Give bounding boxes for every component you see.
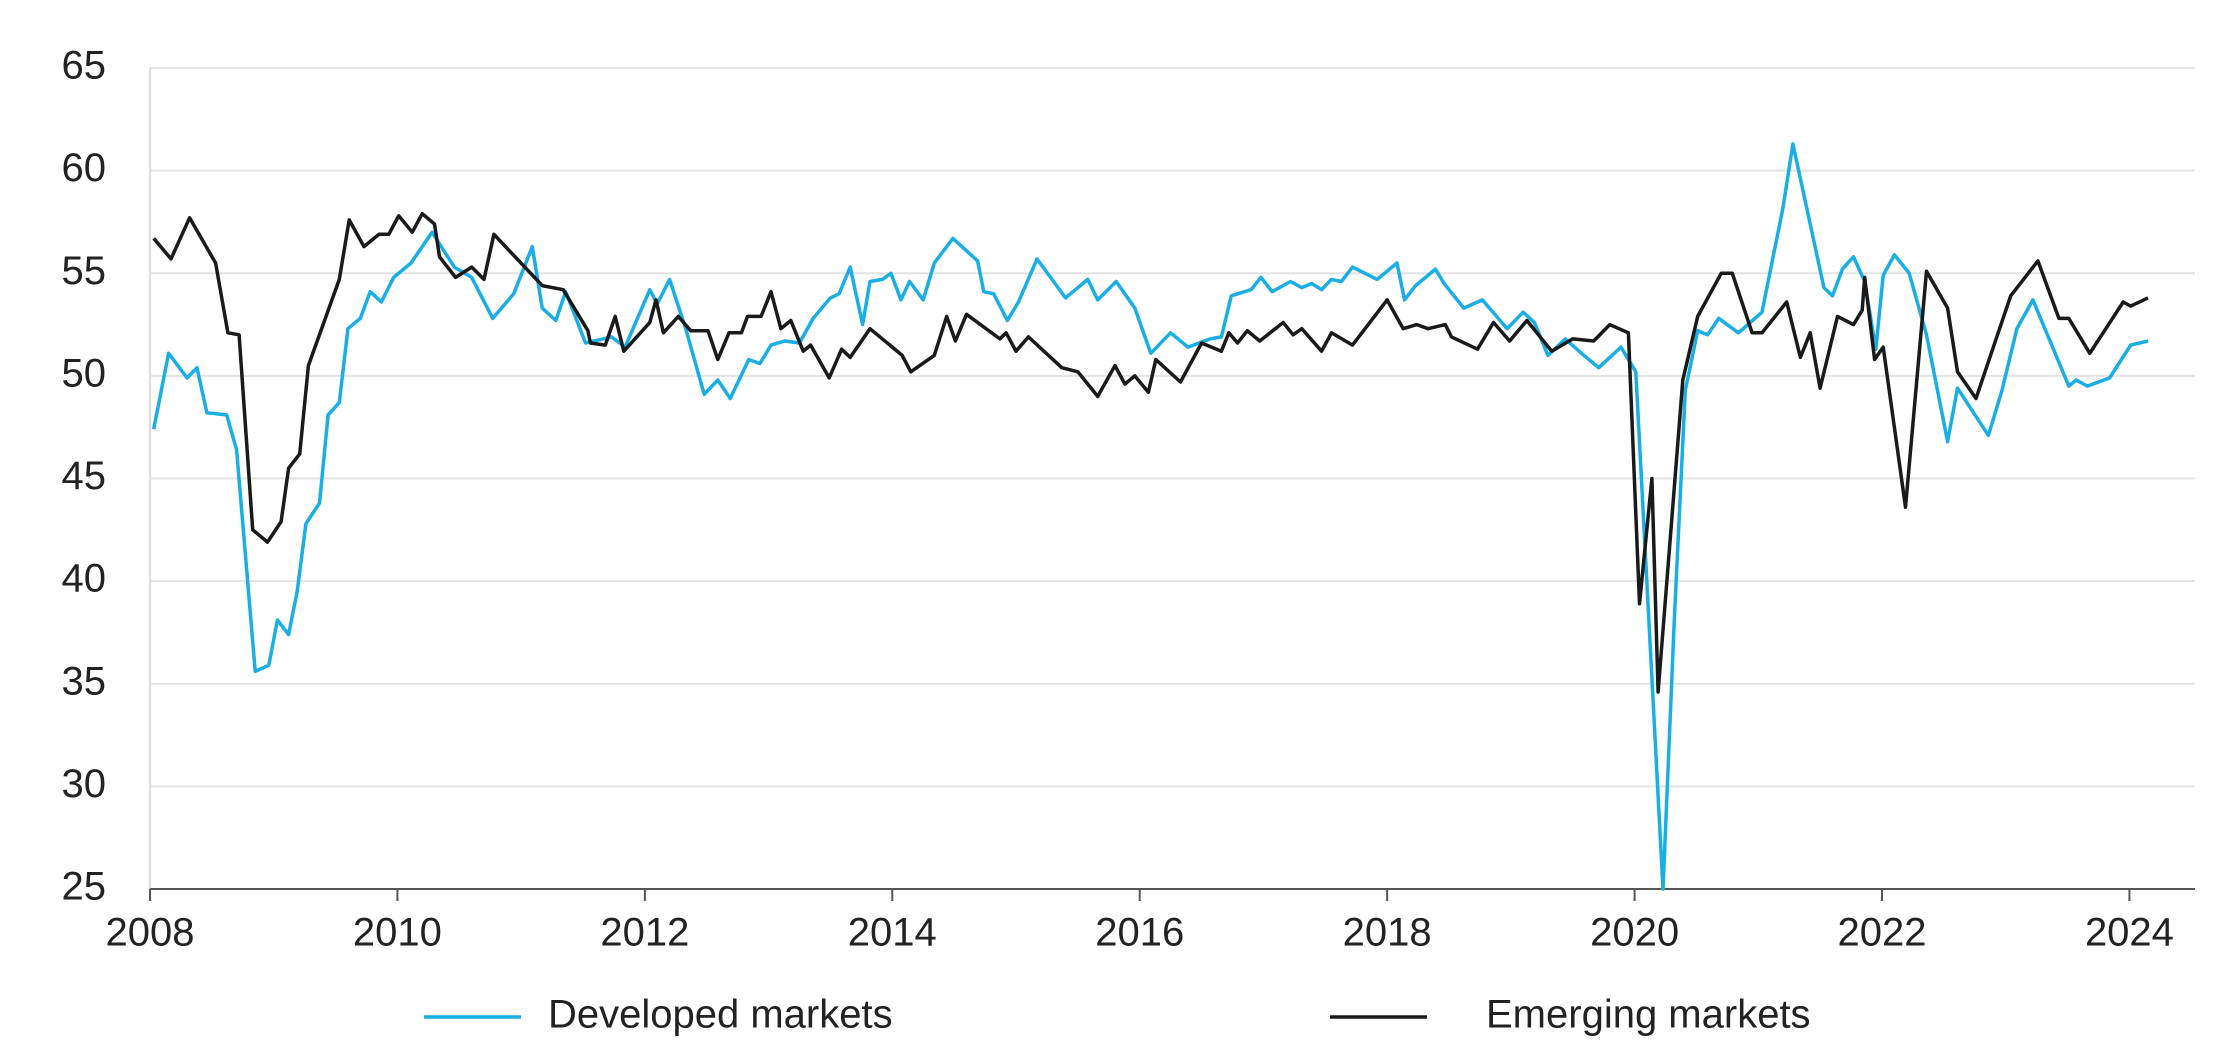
x-tick-label: 2022	[1838, 911, 1927, 955]
y-tick-label: 25	[62, 865, 107, 909]
legend-label: Emerging markets	[1486, 993, 1811, 1037]
x-tick-label: 2016	[1095, 911, 1184, 955]
legend-label: Developed markets	[548, 993, 893, 1037]
y-tick-label: 40	[62, 557, 107, 601]
y-tick-label: 65	[62, 44, 107, 88]
y-tick-label: 35	[62, 659, 107, 703]
x-tick-label: 2010	[353, 911, 442, 955]
x-tick-label: 2018	[1343, 911, 1432, 955]
line	[152, 211, 2149, 694]
y-tick-label: 30	[62, 762, 107, 806]
y-tick-label: 50	[62, 351, 107, 395]
x-tick-label: 2008	[106, 911, 195, 955]
y-tick-label: 55	[62, 249, 107, 293]
y-tick-label: 60	[62, 146, 107, 190]
x-tick-label: 2020	[1590, 911, 1679, 955]
x-tick-label: 2012	[600, 911, 689, 955]
x-tick-label: 2014	[848, 911, 937, 955]
line	[151, 142, 2149, 891]
y-tick-label: 45	[62, 454, 107, 498]
x-tick-label: 2024	[2085, 911, 2174, 955]
